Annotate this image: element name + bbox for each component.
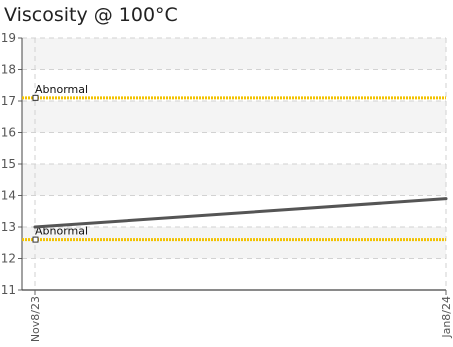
y-tick-label: 17 [1, 94, 16, 108]
y-tick-label: 18 [1, 63, 16, 77]
y-tick-label: 19 [1, 31, 16, 45]
chart-title: Viscosity @ 100°C [4, 4, 178, 26]
threshold-label: Abnormal [35, 225, 88, 238]
y-tick-label: 11 [1, 283, 16, 297]
y-tick-label: 12 [1, 252, 16, 266]
grid-band [22, 101, 446, 133]
grid-band [22, 164, 446, 196]
y-tick-label: 15 [1, 157, 16, 171]
threshold-label: Abnormal [35, 83, 88, 96]
x-tick-label: Jan8/24 [440, 296, 453, 339]
y-tick-label: 16 [1, 126, 16, 140]
series-line [33, 197, 448, 229]
grid-band [22, 38, 446, 70]
y-tick-label: 13 [1, 220, 16, 234]
grid-band [22, 227, 446, 259]
threshold-marker [32, 236, 39, 243]
x-tick-label: Nov8/23 [29, 296, 42, 342]
threshold-marker [32, 94, 39, 101]
y-tick-label: 14 [1, 189, 16, 203]
